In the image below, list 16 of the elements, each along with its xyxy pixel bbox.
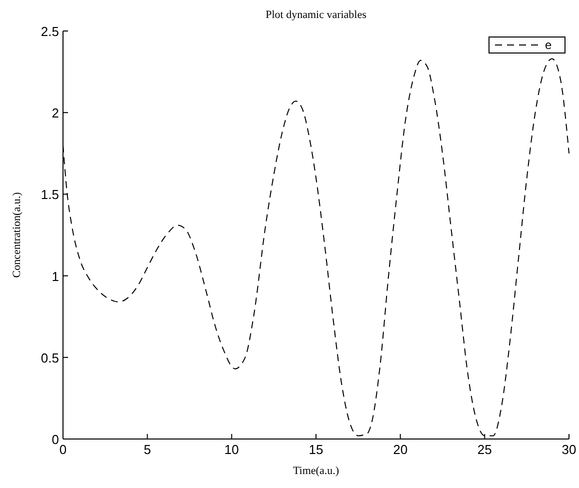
x-tick-label: 5 [144,442,151,457]
y-axis-title: Concentration(a.u.) [11,192,23,278]
y-tick-label: 0 [52,432,59,447]
y-tick-label: 0.5 [40,350,59,366]
x-axis-title: Time(a.u.) [292,465,340,477]
y-tick-label: 2 [52,106,59,121]
y-tick-label: 1.5 [40,187,59,202]
x-tick-label: 20 [393,442,408,457]
x-tick-label: 15 [308,442,324,457]
legend-label: e [545,38,552,52]
x-tick-label: 30 [562,442,576,457]
chart-title: Plot dynamic variables [266,9,366,21]
x-tick-label: 10 [224,442,239,457]
x-tick-label: 25 [477,442,492,457]
y-tick-label: 1 [52,268,59,284]
y-tick-label: 2.5 [40,24,59,39]
